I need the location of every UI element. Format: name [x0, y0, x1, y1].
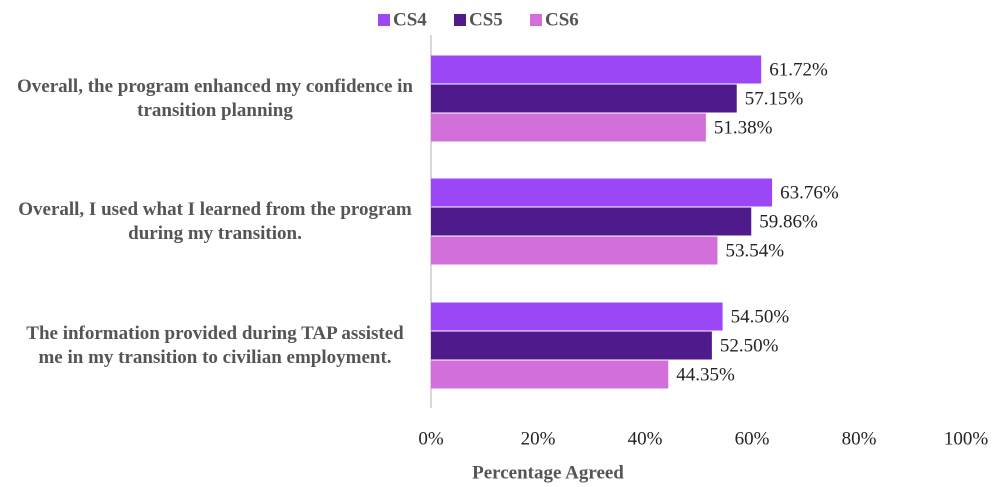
legend-swatch — [530, 14, 542, 26]
category-label: Overall, the program enhanced my confide… — [17, 76, 413, 121]
legend-swatch — [454, 14, 466, 26]
data-label: 63.76% — [780, 182, 839, 203]
legend-label: CS4 — [393, 9, 427, 30]
x-tick-label: 80% — [842, 428, 877, 449]
x-axis-title: Percentage Agreed — [472, 462, 624, 483]
data-label: 51.38% — [714, 117, 773, 138]
data-label: 59.86% — [759, 211, 818, 232]
legend-label: CS5 — [469, 9, 503, 30]
category-label: Overall, I used what I learned from the … — [18, 199, 412, 244]
bar — [431, 55, 762, 84]
bar — [431, 236, 718, 265]
data-label: 61.72% — [769, 59, 828, 80]
data-label: 53.54% — [725, 240, 784, 261]
data-label: 54.50% — [731, 306, 790, 327]
legend-swatch — [378, 14, 390, 26]
x-tick-label: 100% — [944, 428, 989, 449]
bar — [431, 331, 712, 360]
x-tick-label: 60% — [735, 428, 770, 449]
x-tick-label: 40% — [628, 428, 663, 449]
bar — [431, 302, 723, 331]
x-tick-label: 0% — [418, 428, 444, 449]
bar — [431, 113, 706, 142]
bar — [431, 178, 773, 207]
bar — [431, 84, 737, 113]
bar — [431, 360, 669, 389]
data-label: 44.35% — [676, 364, 735, 385]
legend-label: CS6 — [545, 9, 579, 30]
bar — [431, 207, 752, 236]
category-label: The information provided during TAP assi… — [26, 323, 404, 368]
data-label: 57.15% — [745, 88, 804, 109]
x-tick-label: 20% — [521, 428, 556, 449]
data-label: 52.50% — [720, 335, 779, 356]
